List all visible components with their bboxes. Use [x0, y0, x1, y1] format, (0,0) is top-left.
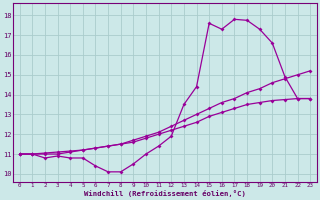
X-axis label: Windchill (Refroidissement éolien,°C): Windchill (Refroidissement éolien,°C) — [84, 190, 246, 197]
